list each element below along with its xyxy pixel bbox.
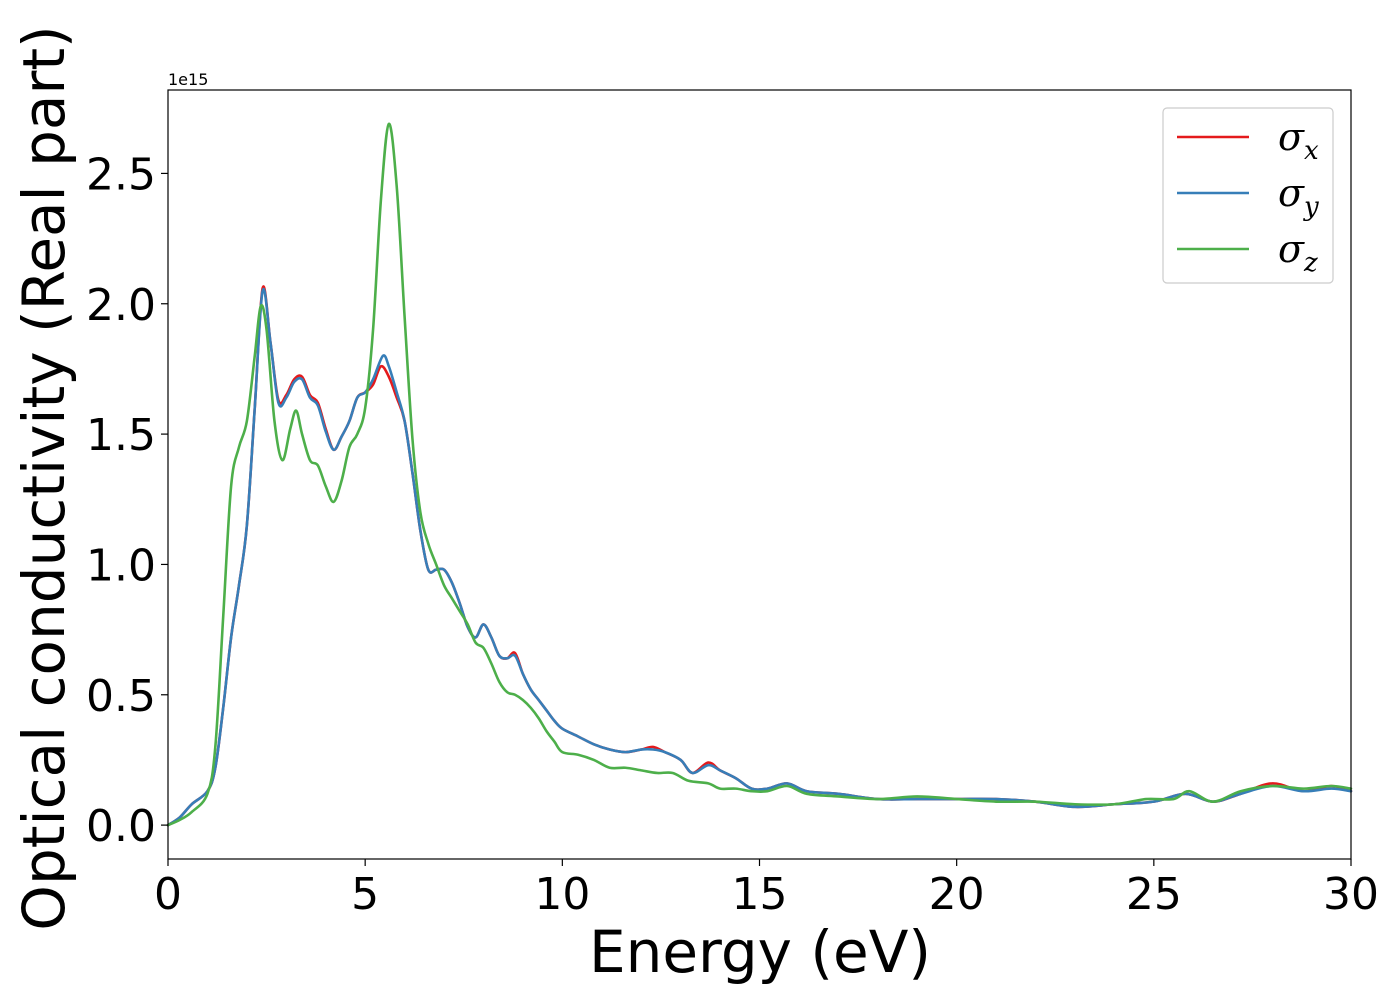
x-tick-label: 15 [732, 869, 788, 920]
y-tick-label: 2.0 [86, 280, 156, 331]
y-tick-label: 0.5 [86, 671, 156, 722]
legend-box [1162, 107, 1334, 284]
series-line-x [166, 285, 1353, 827]
series-layer [166, 122, 1353, 827]
x-tick-label: 5 [351, 869, 379, 920]
y-tick-label: 2.5 [86, 149, 156, 200]
series-line-z [166, 122, 1353, 827]
y-tick-label: 1.0 [86, 540, 156, 591]
x-tick-label: 10 [534, 869, 590, 920]
x-tick-label: 30 [1323, 869, 1379, 920]
series-line-y [166, 287, 1353, 827]
y-tick-label: 1.5 [86, 410, 156, 461]
y-axis-label: Optical conductivity (Real part) [10, 25, 78, 930]
x-axis-label: Energy (eV) [589, 918, 931, 986]
x-tick-label: 20 [929, 869, 985, 920]
x-tick-label: 0 [154, 869, 182, 920]
x-axis: 0 5 10 15 20 25 30 [154, 859, 1379, 920]
y-axis: 0.0 0.5 1.0 1.5 2.0 2.5 [86, 149, 168, 852]
y-offset-label: 1e15 [168, 70, 208, 89]
y-tick-label: 0.0 [86, 801, 156, 852]
x-tick-label: 25 [1126, 869, 1182, 920]
